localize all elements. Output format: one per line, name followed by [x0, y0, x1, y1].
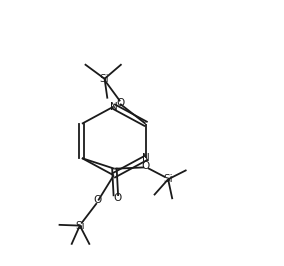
Text: Si: Si	[75, 221, 85, 231]
Text: O: O	[117, 98, 125, 107]
Text: O: O	[113, 193, 121, 203]
Text: N: N	[110, 102, 118, 111]
Text: Si: Si	[100, 74, 109, 84]
Text: Si: Si	[163, 174, 173, 184]
Text: O: O	[141, 161, 150, 171]
Text: O: O	[93, 195, 101, 205]
Text: N: N	[142, 153, 149, 163]
